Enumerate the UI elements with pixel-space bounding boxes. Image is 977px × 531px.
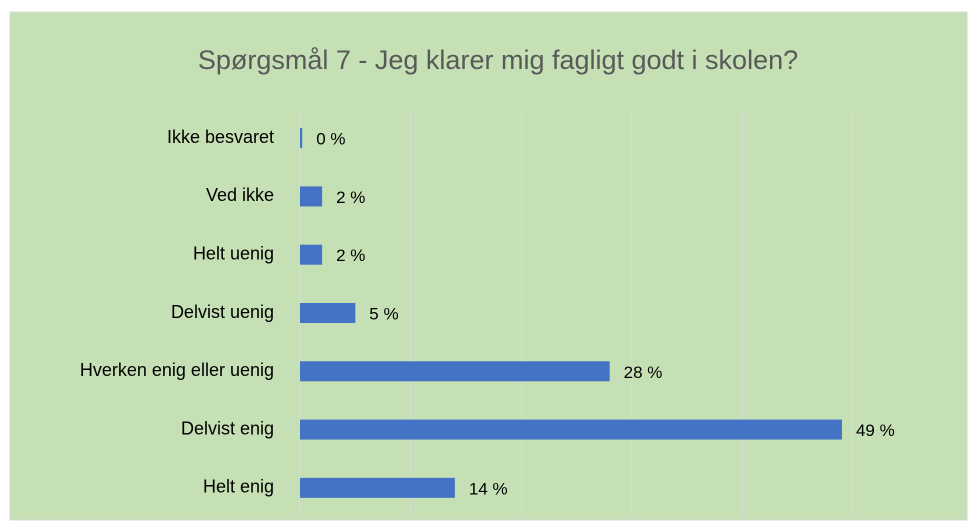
bar [300, 128, 303, 149]
y-tick-label: Delvist enig [181, 418, 274, 438]
data-label: 2 % [336, 188, 365, 207]
bar [300, 477, 455, 498]
y-tick-label: Ikke besvaret [167, 127, 274, 147]
data-label: 28 % [624, 363, 663, 382]
bar [300, 419, 842, 440]
data-label: 49 % [856, 421, 895, 440]
data-label: 14 % [469, 479, 508, 498]
bar [300, 186, 323, 207]
data-label: 5 % [369, 304, 398, 323]
chart-background [9, 11, 968, 521]
y-tick-label: Hverken enig eller uenig [80, 360, 274, 380]
bar [300, 244, 323, 265]
data-label: 0 % [316, 130, 345, 149]
y-tick-label: Helt uenig [193, 243, 274, 263]
y-tick-label: Delvist uenig [171, 302, 274, 322]
bar [300, 361, 610, 382]
data-label: 2 % [336, 246, 365, 265]
y-tick-label: Helt enig [203, 477, 274, 497]
chart-title: Spørgsmål 7 - Jeg klarer mig fagligt god… [198, 45, 798, 75]
y-tick-label: Ved ikke [206, 185, 274, 205]
bar [300, 303, 356, 323]
